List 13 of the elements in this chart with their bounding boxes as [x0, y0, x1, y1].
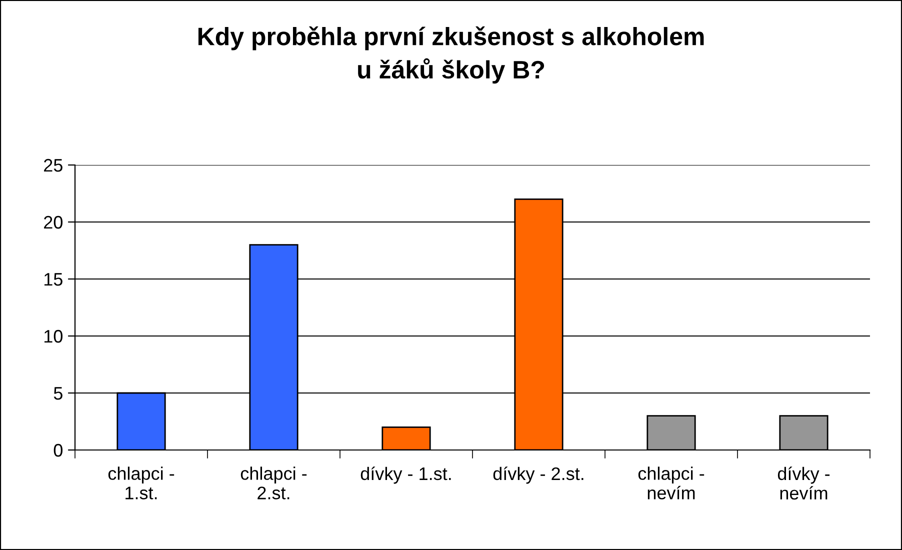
y-tick-label: 10 [44, 330, 62, 343]
y-tick-label: 0 [54, 444, 62, 457]
y-tick-label: 20 [44, 216, 62, 229]
y-tick-label: 15 [44, 273, 62, 286]
x-tick-label: dívky - 1.st. [360, 466, 451, 484]
x-tick-label: dívky - 2.st. [493, 466, 584, 484]
x-tick-label: chlapci - 2.st. [240, 466, 307, 500]
x-tick-label: chlapci - 1.st. [108, 466, 174, 500]
y-tick-label: 5 [54, 387, 62, 400]
x-tick-label: chlapci - nevím [638, 466, 704, 500]
chart-title: Kdy proběhla první zkušenost s alkoholem u žáků školy B? [198, 26, 704, 84]
x-tick-label: dívky - nevím [778, 466, 830, 500]
y-tick-label: 25 [44, 158, 62, 172]
